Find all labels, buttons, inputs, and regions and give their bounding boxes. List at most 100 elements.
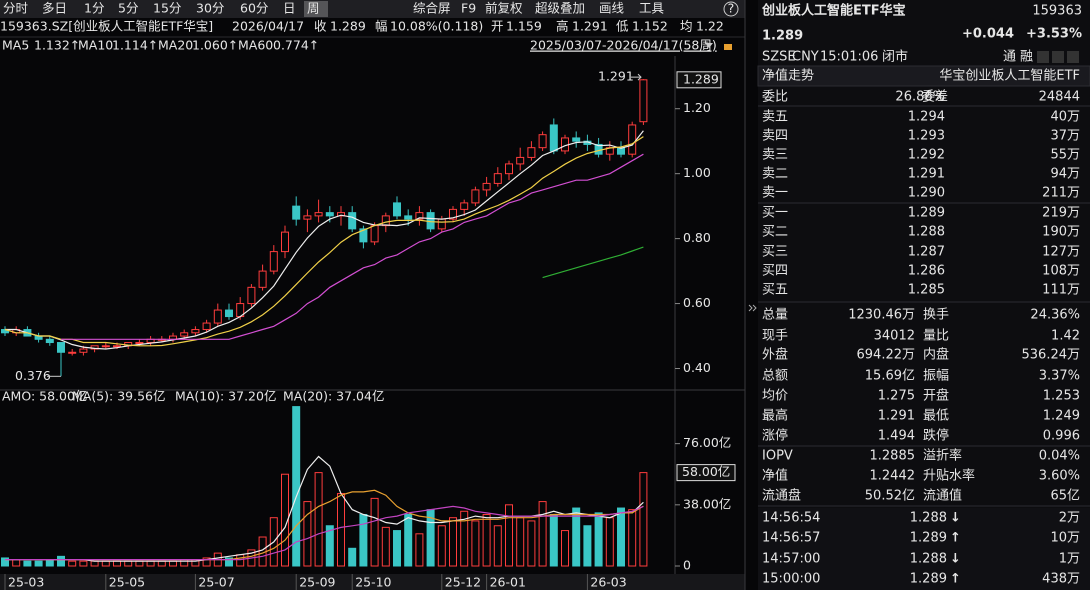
tool-button[interactable]: 工具	[639, 1, 665, 16]
volume-bar	[45, 559, 54, 567]
volume-bar	[605, 517, 614, 567]
candle-body	[213, 309, 222, 324]
stat-value: 3.37%	[1039, 369, 1080, 384]
candle-body	[225, 309, 233, 318]
period-tab[interactable]: 日	[283, 1, 296, 16]
candle-body	[292, 205, 301, 220]
candle-body	[281, 231, 289, 253]
badge: 融	[1020, 50, 1033, 65]
volume-bar	[281, 473, 289, 567]
last-price: 1.289	[762, 29, 803, 44]
volume-bar	[337, 493, 345, 567]
price-change-pct: +3.53%	[1026, 27, 1082, 42]
candle-body	[348, 212, 357, 230]
trade-time: 14:56:57	[762, 531, 820, 546]
legend-name: MA20	[158, 38, 193, 53]
trade-price: 1.288	[910, 511, 947, 526]
trade-time: 14:56:54	[762, 511, 820, 526]
tool-button[interactable]: 前复权	[485, 1, 523, 16]
y-tick-label: 38.00亿	[683, 496, 731, 511]
period-tab[interactable]: 30分	[196, 1, 224, 16]
x-tick-label: 25-12	[445, 575, 481, 590]
stat-label: 溢折率	[923, 448, 962, 464]
volume-bar	[594, 512, 603, 567]
stat-value: 24.36%	[1030, 308, 1080, 323]
value: 24844	[1039, 90, 1080, 105]
trade-volume: 10万	[1050, 531, 1080, 546]
legend-value: 1.132↑	[34, 38, 80, 53]
stat-value: 0.996	[1043, 429, 1080, 444]
volume-bar	[124, 560, 133, 567]
period-tab[interactable]: 周	[307, 1, 320, 16]
volume-bar	[415, 533, 424, 567]
info-item: 2026/04/17	[232, 19, 304, 34]
icon[interactable]	[1037, 51, 1049, 63]
quote-panel: 创业板人工智能ETF华宝 159363 1.289 +0.044 +3.53% SZSEC…	[757, 0, 1090, 590]
stat-label: IOPV	[762, 449, 793, 464]
trade-time: 15:00:00	[762, 572, 820, 587]
book-label: 买四	[762, 264, 788, 279]
period-tab[interactable]: 多日	[42, 1, 67, 16]
book-label: 买三	[762, 245, 788, 260]
stat-label: 开盘	[923, 388, 949, 404]
trades-bg	[758, 508, 1090, 590]
candle-body	[113, 345, 121, 348]
price-change: +0.044	[962, 27, 1014, 42]
book-volume: 94万	[1050, 167, 1080, 182]
volume-bar	[482, 513, 491, 567]
book-volume: 219万	[1042, 206, 1080, 221]
period-tab[interactable]: 60分	[240, 1, 268, 16]
stat-label: 振幅	[923, 369, 949, 384]
stat-value: 1.253	[1043, 389, 1080, 404]
fund-title: 创业板人工智能ETF华宝	[761, 3, 906, 19]
period-tab[interactable]: 分时	[3, 1, 29, 16]
icon[interactable]	[1052, 51, 1064, 63]
candle-body	[538, 134, 547, 149]
volume-bar	[34, 560, 43, 567]
volume-bar	[236, 554, 245, 567]
tab[interactable]: 净值走势	[762, 68, 814, 84]
stat-value: 34012	[874, 329, 915, 344]
volume-bar	[23, 560, 32, 567]
y-tick-label: 1.20	[683, 100, 711, 115]
volume-bar	[639, 472, 648, 567]
book-volume: 127万	[1042, 245, 1080, 260]
tool-button[interactable]: 超级叠加	[535, 1, 585, 16]
x-tick-label: 25-03	[8, 575, 44, 590]
candle-body	[269, 251, 278, 272]
trade-arrow: ↑	[950, 572, 961, 587]
book-label: 卖三	[762, 148, 788, 163]
candle-body	[303, 215, 312, 220]
candle-body	[527, 147, 536, 158]
badge: 通	[1003, 50, 1016, 65]
candle-body	[314, 212, 323, 217]
collapse-icon[interactable]	[748, 304, 757, 312]
active-period	[304, 1, 328, 17]
candle-body	[68, 351, 77, 354]
period-tab[interactable]: 5分	[118, 1, 138, 16]
volume-tag-label: 58.00亿	[682, 464, 730, 479]
volume-bar	[583, 525, 592, 567]
stat-value: 1.291	[878, 409, 915, 424]
candle-body	[393, 202, 401, 217]
stat-label: 涨停	[762, 428, 788, 444]
y-tick-label: 1.00	[683, 165, 711, 180]
stat-label: 流通盘	[762, 488, 801, 504]
icon[interactable]	[1067, 51, 1079, 63]
tool-button[interactable]: F9	[461, 1, 476, 16]
candle-body	[247, 286, 256, 305]
tool-button[interactable]: 综合屏	[413, 1, 451, 16]
period-tab[interactable]: 1分	[84, 1, 104, 16]
book-price: 1.287	[908, 245, 945, 260]
date-range[interactable]: 2025/03/07-2026/04/17(58周)	[530, 38, 717, 53]
volume-bar	[1, 557, 9, 567]
volume-bar	[202, 557, 211, 567]
candle-body	[449, 208, 457, 220]
volume-bar	[180, 559, 189, 567]
panel-bg	[758, 0, 1090, 590]
stat-label: 流通值	[923, 488, 962, 504]
period-tab[interactable]: 15分	[153, 1, 181, 16]
info-item: 1.22	[696, 19, 724, 34]
tool-button[interactable]: 画线	[599, 1, 625, 16]
volume-bar	[169, 560, 177, 567]
